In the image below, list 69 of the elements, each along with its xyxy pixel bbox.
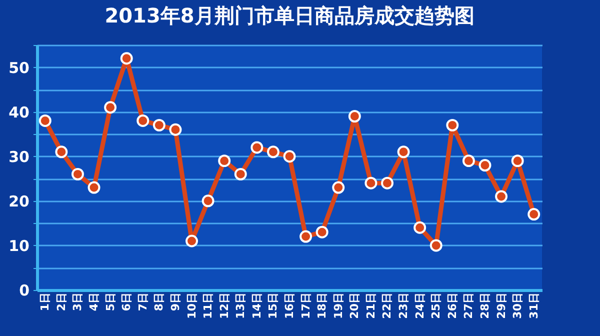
point	[300, 230, 312, 243]
point	[348, 110, 361, 123]
x-tick-label: 1日	[38, 292, 52, 312]
point	[462, 154, 475, 168]
x-tick-label: 28日	[478, 292, 492, 319]
x-tick-label: 23日	[397, 292, 410, 319]
point	[234, 168, 247, 180]
point	[381, 176, 394, 190]
x-tick-label: 20日	[348, 292, 362, 319]
point	[266, 146, 280, 158]
point	[511, 154, 524, 168]
point	[55, 146, 68, 158]
x-tick-label: 5日	[104, 292, 117, 312]
x-tick-label: 9日	[168, 292, 182, 312]
x-tick-label: 8日	[152, 292, 166, 312]
point	[478, 159, 492, 172]
y-tick-label: 20	[8, 192, 30, 210]
y-tick-label: 10	[8, 236, 30, 255]
y-tick-label: 0	[19, 282, 30, 300]
x-tick-label: 15日	[266, 292, 280, 319]
point	[136, 114, 150, 127]
x-tick-label: 29日	[494, 292, 508, 319]
x-tick-label: 14日	[250, 292, 264, 319]
x-tick-label: 10日	[185, 292, 198, 319]
point	[169, 123, 182, 136]
x-tick-label: 18日	[316, 292, 329, 319]
y-tick-label: 30	[8, 148, 30, 166]
x-tick-label: 12日	[218, 292, 231, 319]
point	[202, 194, 214, 208]
point	[332, 181, 345, 194]
x-tick-label: 24日	[413, 292, 426, 319]
point	[495, 190, 508, 203]
x-tick-label: 4日	[88, 292, 101, 312]
x-tick-label: 7日	[136, 292, 150, 312]
point	[88, 181, 100, 194]
x-tick-label: 16日	[283, 292, 296, 319]
x-tick-label: 2日	[54, 292, 68, 312]
x-tick-label: 27日	[462, 292, 476, 319]
x-tick-label: 30日	[511, 292, 524, 319]
point	[71, 168, 84, 180]
point	[414, 221, 426, 234]
x-tick-label: 6日	[120, 292, 134, 312]
x-tick-label: 11日	[202, 292, 215, 319]
point	[120, 52, 133, 65]
point	[104, 101, 117, 114]
point	[364, 176, 378, 190]
chart-title: 2013年8月荆门市单日商品房成交趋势图	[104, 4, 474, 28]
point	[218, 154, 231, 168]
point	[446, 118, 459, 132]
x-tick-label: 22日	[380, 292, 394, 319]
x-tick-label: 25日	[430, 292, 443, 319]
x-tick-label: 26日	[446, 292, 459, 319]
point	[38, 114, 52, 127]
x-tick-label: 17日	[299, 292, 312, 319]
point	[250, 141, 264, 154]
y-tick-label: 40	[8, 103, 30, 122]
point	[397, 146, 410, 158]
point	[283, 150, 296, 163]
point	[152, 118, 166, 132]
point	[430, 239, 442, 252]
point	[316, 226, 328, 238]
x-tick-label: 31日	[527, 292, 540, 319]
x-tick-label: 13日	[234, 292, 248, 319]
x-tick-label: 3日	[71, 292, 84, 312]
x-tick-label: 19日	[332, 292, 345, 319]
y-tick-label: 50	[8, 58, 30, 77]
x-tick-label: 21日	[364, 292, 378, 319]
point	[186, 234, 198, 248]
point	[528, 208, 540, 221]
